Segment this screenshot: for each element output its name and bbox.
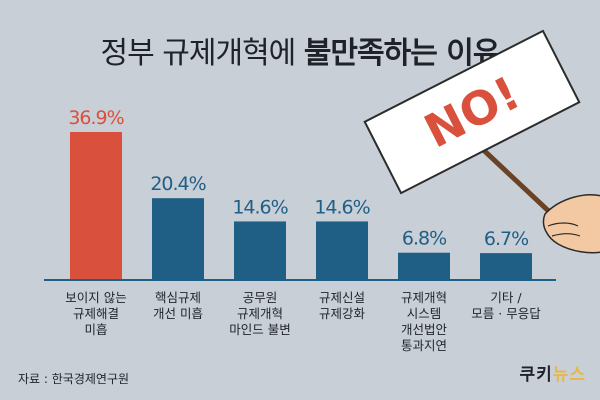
logo-part1: 쿠키 <box>519 365 553 385</box>
chart-title-normal: 정부 규제개혁에 <box>100 36 304 71</box>
hand-finger-line <box>547 222 579 227</box>
category-label: 통과지연 <box>401 338 447 353</box>
category-label: 핵심규제 <box>155 290 201 305</box>
no-sign-illustration: NO! <box>363 29 600 254</box>
bar-value-label: 14.6% <box>314 196 369 218</box>
category-label: 공무원 <box>243 290 278 305</box>
bar-value-label: 14.6% <box>232 196 287 218</box>
bar <box>398 252 450 280</box>
category-label: 모름 · 무응답 <box>471 306 541 321</box>
logo-part2: 뉴스 <box>552 365 586 385</box>
category-label: 규제해결 <box>73 306 119 321</box>
category-label: 규제강화 <box>319 306 366 321</box>
chart-title-bold: 불만족하는 이유 <box>303 36 501 71</box>
bar-value-label: 36.9% <box>68 107 123 129</box>
category-label: 규제신설 <box>319 290 365 305</box>
category-label: 마인드 불변 <box>229 322 290 337</box>
category-label: 규제개혁 <box>237 306 283 321</box>
logo: 쿠키뉴스 <box>519 360 586 385</box>
category-label: 보이지 않는 <box>65 290 126 305</box>
bar <box>234 221 286 280</box>
source-note: 자료 : 한국경제연구원 <box>18 372 130 386</box>
category-label: 미흡 <box>84 322 107 337</box>
hand-finger-line <box>551 233 581 237</box>
bar-value-label: 20.4% <box>150 173 205 195</box>
category-label: 개선법안 <box>401 322 448 337</box>
bar <box>152 198 204 280</box>
sign-board <box>363 29 581 195</box>
bar <box>316 221 368 280</box>
bar <box>70 132 122 280</box>
category-label: 개선 미흡 <box>153 306 203 321</box>
bar <box>480 253 532 280</box>
category-label: 규제개혁 <box>401 290 447 305</box>
category-label: 기타 / <box>490 290 522 305</box>
sign-stick <box>473 140 559 221</box>
category-label: 시스템 <box>407 306 442 321</box>
chart-title: 정부 규제개혁에 불만족하는 이유 <box>0 28 600 72</box>
bar-value-label: 6.8% <box>402 228 446 250</box>
bar-value-label: 6.7% <box>484 228 528 250</box>
